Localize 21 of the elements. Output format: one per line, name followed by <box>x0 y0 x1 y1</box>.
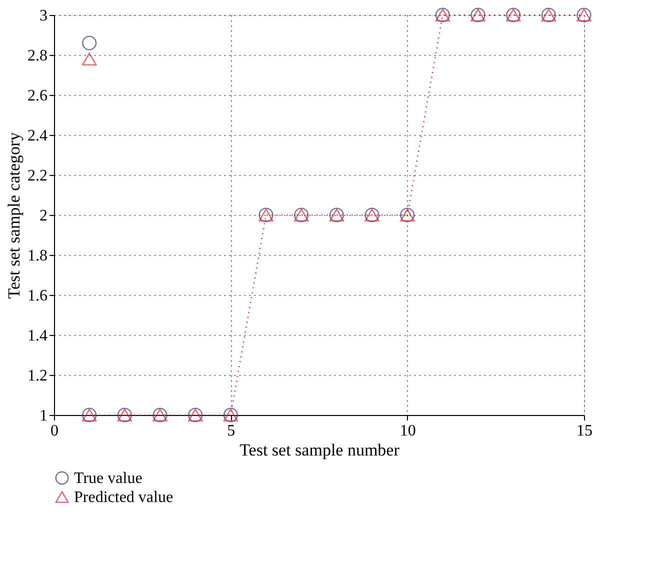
y-tick-label: 1 <box>40 408 48 424</box>
y-tick-label: 2.4 <box>28 128 48 144</box>
y-tick-label: 2.2 <box>28 168 48 184</box>
legend-label: True value <box>74 470 142 487</box>
y-tick-label: 1.6 <box>28 288 48 304</box>
y-axis-title: Test set sample category <box>4 132 24 299</box>
y-tick-label: 3 <box>40 8 48 24</box>
y-tick-label: 1.2 <box>28 368 48 384</box>
x-axis-title: Test set sample number <box>240 440 400 460</box>
x-tick-label: 5 <box>227 422 236 440</box>
y-tick-label: 1.8 <box>28 248 48 264</box>
x-tick-label: 15 <box>576 422 592 440</box>
point <box>82 36 97 50</box>
x-tick-label: 0 <box>50 422 58 440</box>
x-tick-label: 10 <box>400 422 416 440</box>
legend-label: Predicted value <box>74 489 174 506</box>
y-tick-label: 2 <box>40 208 48 224</box>
point <box>82 52 97 66</box>
y-tick-label: 1.4 <box>28 328 48 344</box>
y-tick-label: 2.8 <box>28 48 48 64</box>
y-tick-label: 2.6 <box>28 88 48 104</box>
